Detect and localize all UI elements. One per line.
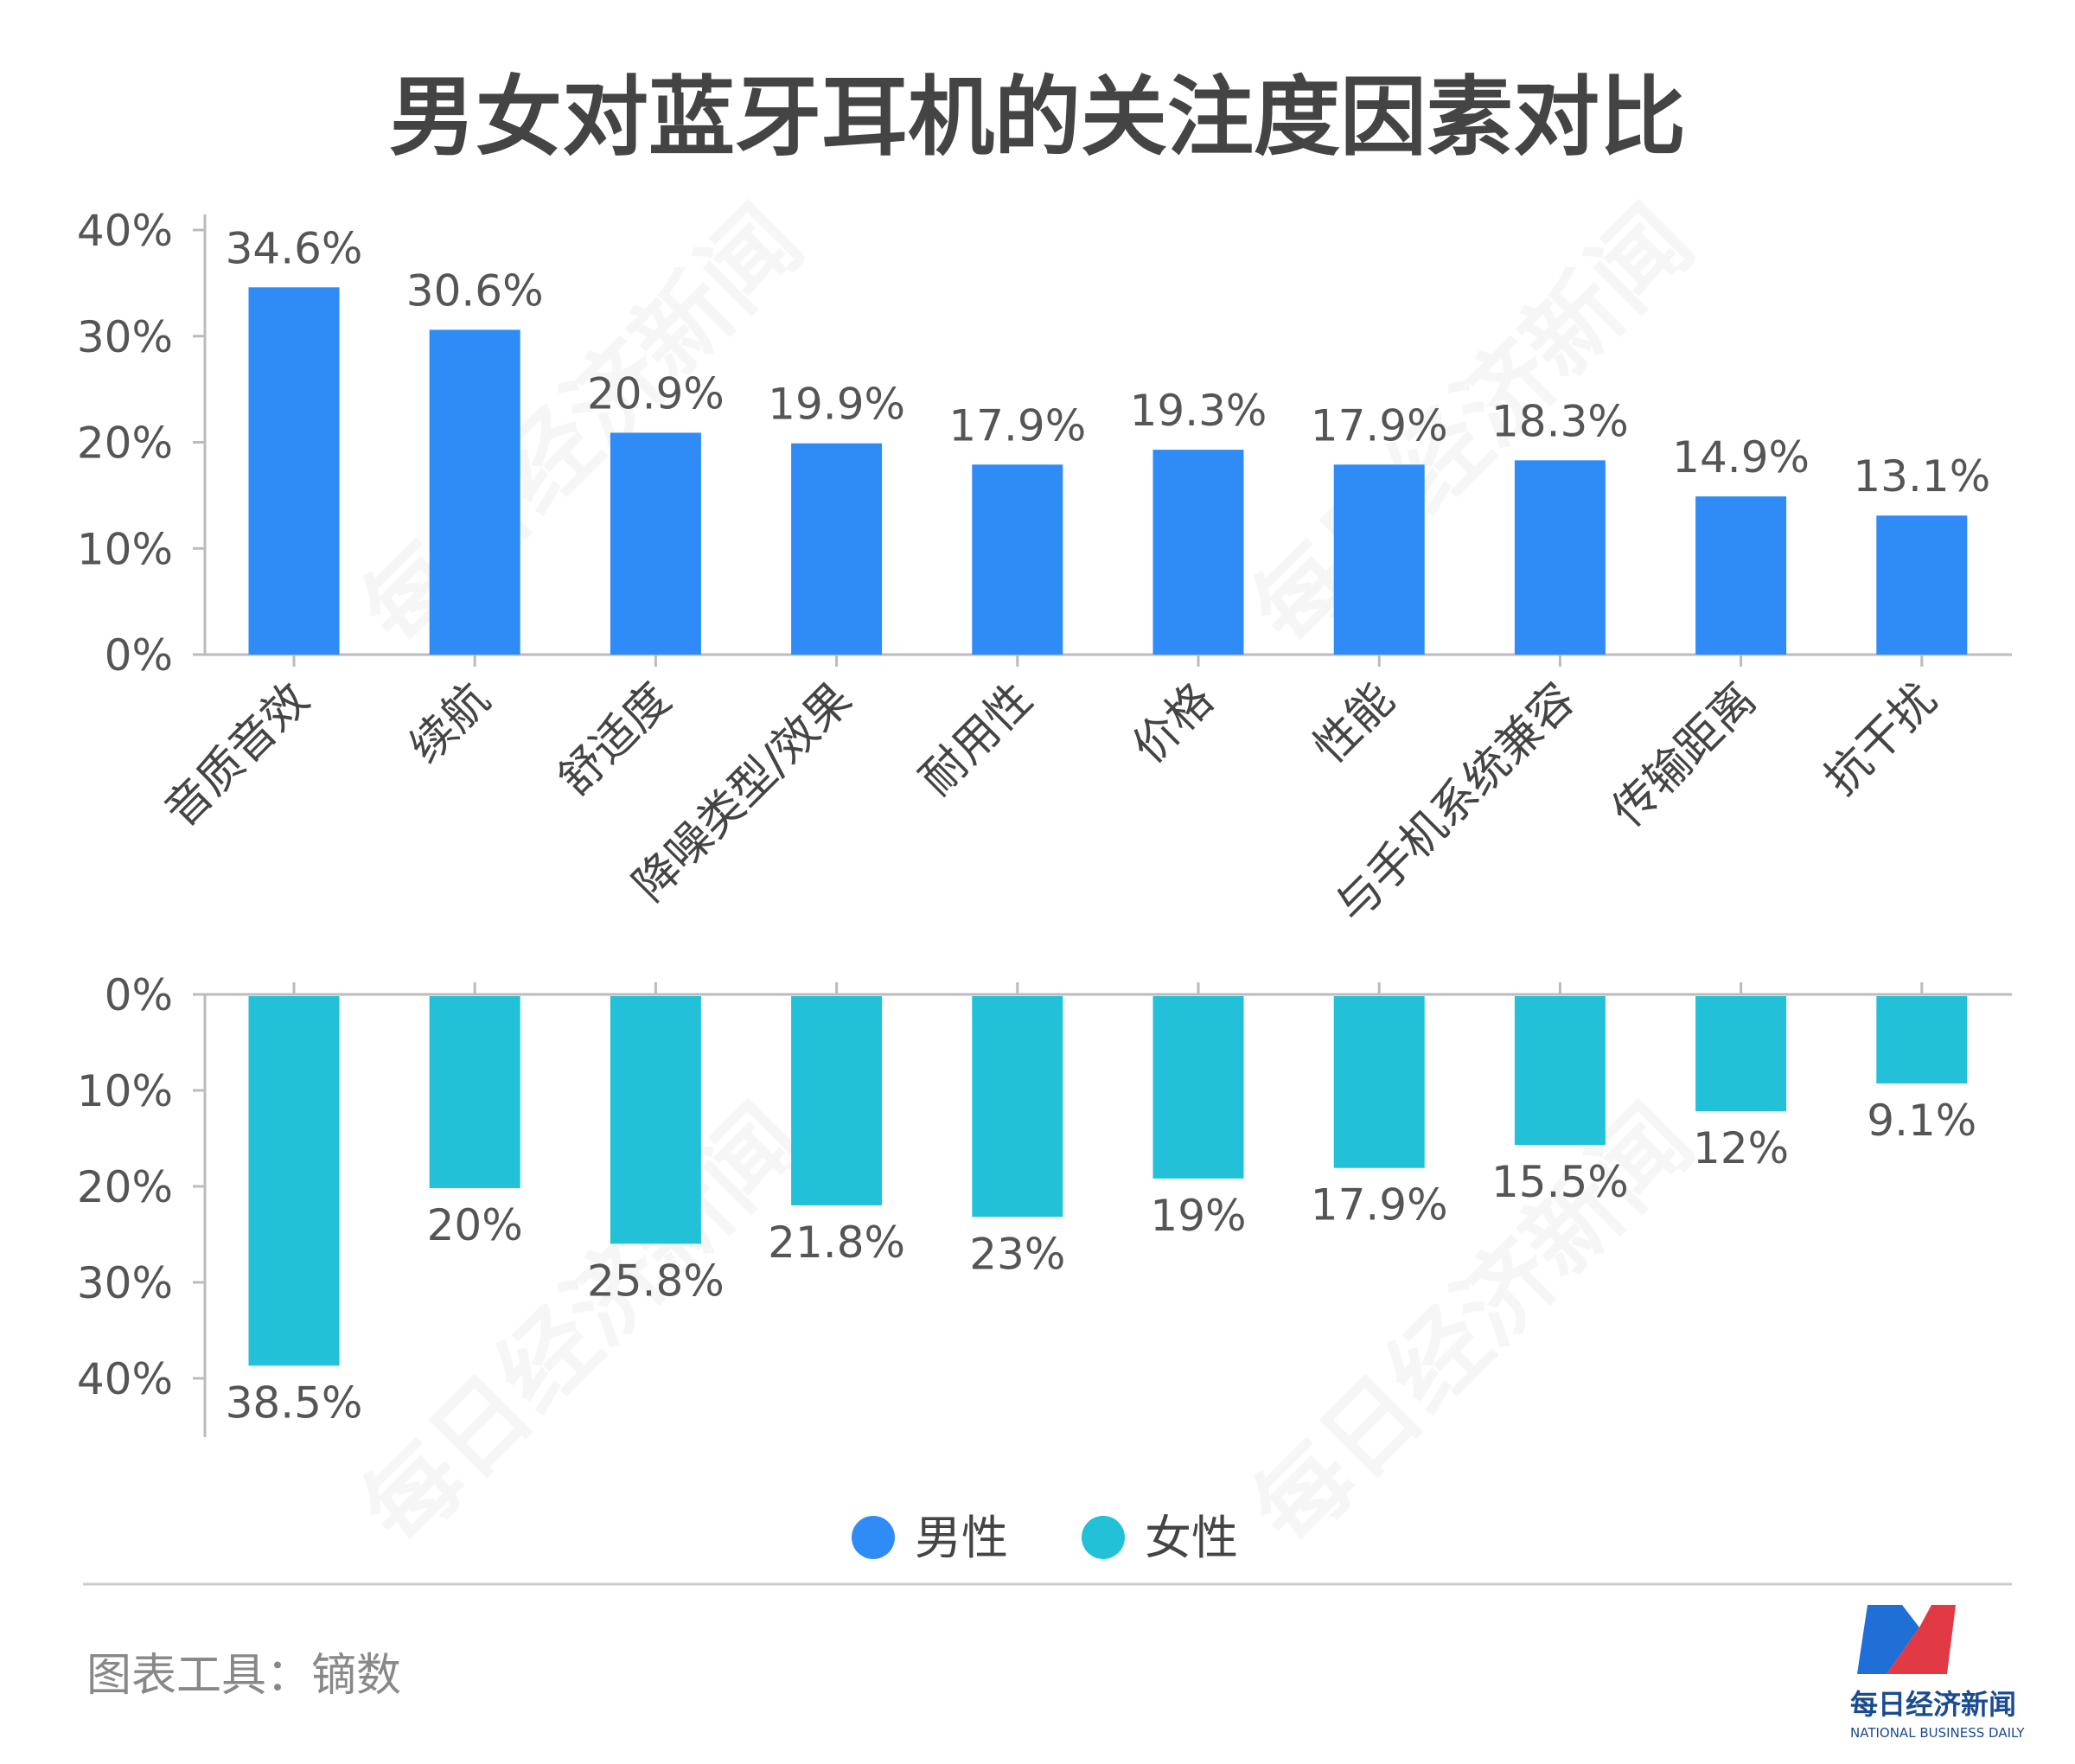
female-chart: 0% 10% 20% 30% 40% 38.5% 20% 25.8% 21.8% 23% 19% 17… — [77, 970, 2012, 1437]
y-tick-label: 30% — [77, 1258, 173, 1308]
data-label-male: 34.6% — [226, 223, 363, 273]
data-label-female: 12% — [1693, 1123, 1789, 1173]
bar-female — [972, 996, 1063, 1218]
bar-male — [1514, 460, 1606, 655]
bar-female — [429, 996, 520, 1188]
logo-name-cn: 每日经济新闻 — [1850, 1688, 2016, 1721]
logo-name-en: NATIONAL BUSINESS DAILY — [1850, 1725, 2025, 1741]
logo-blue-shape — [1857, 1605, 1919, 1674]
data-label-male: 19.9% — [768, 380, 905, 430]
data-label-female: 17.9% — [1311, 1180, 1448, 1230]
bar-male — [1152, 450, 1244, 655]
data-label-female: 19% — [1150, 1191, 1246, 1241]
bar-female — [1876, 996, 1968, 1084]
data-label-female: 25.8% — [587, 1256, 725, 1306]
bar-male — [972, 464, 1063, 655]
bar-female — [1333, 996, 1425, 1168]
y-tick-label: 0% — [105, 630, 173, 681]
data-label-male: 18.3% — [1491, 396, 1629, 446]
data-label-female: 23% — [969, 1229, 1065, 1279]
logo-red-shape — [1887, 1605, 1956, 1674]
category-label: 音质音效 — [156, 674, 320, 838]
bar-male — [1876, 515, 1968, 655]
y-tick-label: 30% — [77, 312, 173, 362]
y-tick-label: 10% — [77, 1066, 173, 1116]
category-label: 传输距离 — [1602, 674, 1766, 838]
data-label-male: 13.1% — [1853, 451, 1990, 502]
bar-male — [1333, 464, 1425, 655]
category-label: 性能 — [1304, 674, 1404, 774]
data-label-male: 30.6% — [406, 265, 544, 316]
watermark-text: 每日经济新闻 — [1232, 1085, 1714, 1567]
y-tick-label: 0% — [105, 970, 173, 1020]
data-label-male: 14.9% — [1672, 432, 1810, 483]
bar-female — [248, 996, 340, 1366]
legend: 男性 女性 — [852, 1511, 1238, 1565]
bar-female — [791, 996, 883, 1205]
y-tick-label: 10% — [77, 524, 173, 574]
legend-marker — [1082, 1516, 1125, 1559]
source-text: 图表工具：镝数 — [86, 1650, 401, 1702]
bar-male — [791, 443, 883, 655]
y-tick-label: 40% — [77, 206, 173, 256]
y-tick-label: 20% — [77, 419, 173, 469]
category-label: 续航 — [399, 674, 500, 774]
data-label-male: 19.3% — [1130, 386, 1267, 436]
data-label-female: 9.1% — [1867, 1096, 1976, 1146]
legend-marker — [852, 1516, 895, 1559]
bar-male — [610, 432, 701, 655]
y-tick-label: 20% — [77, 1162, 173, 1212]
bar-male — [1695, 496, 1787, 655]
legend-label: 女性 — [1145, 1511, 1238, 1565]
chart-title: 男女对蓝牙耳机的关注度因素对比 — [389, 67, 1686, 168]
watermark-text: 每日经济新闻 — [342, 1085, 823, 1567]
watermark-text: 每日经济新闻 — [1232, 186, 1714, 668]
bar-female — [610, 996, 701, 1244]
data-label-male: 17.9% — [948, 400, 1086, 451]
category-label: 耐用性 — [910, 674, 1043, 806]
bar-female — [1695, 996, 1787, 1112]
data-label-female: 20% — [427, 1200, 523, 1250]
watermark-text: 每日经济新闻 — [342, 186, 823, 668]
data-label-male: 20.9% — [587, 368, 725, 419]
data-label-male: 17.9% — [1311, 400, 1448, 451]
category-label: 抗干扰 — [1815, 674, 1947, 806]
data-label-female: 21.8% — [768, 1218, 905, 1268]
bar-female — [1152, 996, 1244, 1179]
data-label-female: 15.5% — [1491, 1157, 1629, 1207]
bar-male — [429, 329, 520, 655]
bar-male — [248, 287, 340, 655]
category-label: 舒适度 — [549, 674, 681, 806]
legend-label: 男性 — [915, 1511, 1008, 1565]
bar-female — [1514, 996, 1606, 1146]
y-tick-label: 40% — [77, 1354, 173, 1404]
logo: 每日经济新闻 NATIONAL BUSINESS DAILY — [1850, 1605, 2025, 1741]
category-label: 价格 — [1123, 674, 1223, 774]
data-label-female: 38.5% — [226, 1377, 363, 1428]
